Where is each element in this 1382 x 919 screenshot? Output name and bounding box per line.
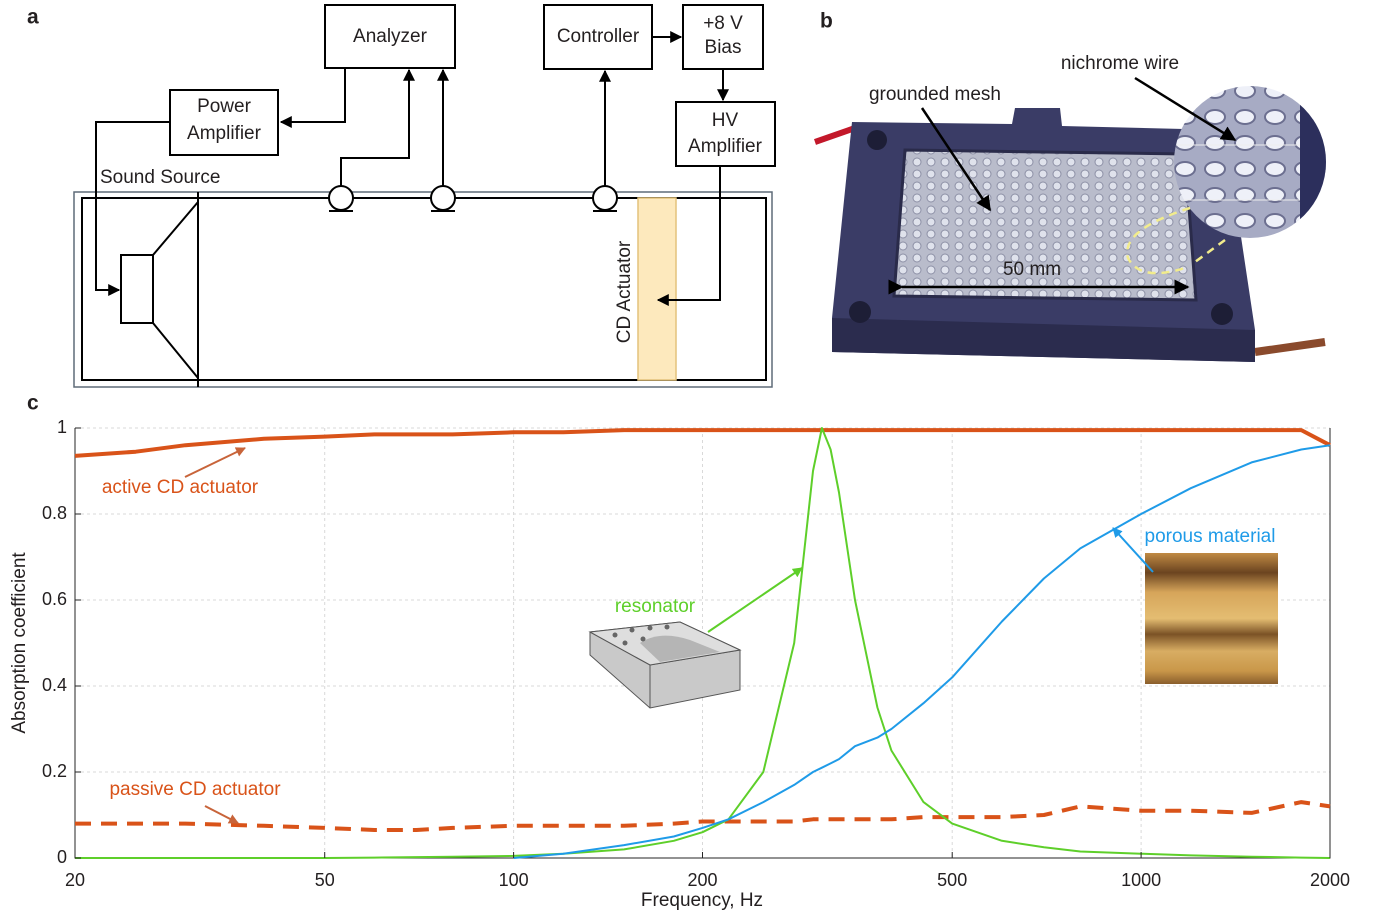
red-wire [814, 125, 856, 145]
size-label: 50 mm [1003, 259, 1061, 280]
sound-source-label: Sound Source [100, 167, 220, 188]
annotation-arrow [184, 447, 246, 478]
actuator [637, 197, 677, 381]
mesh-label: grounded mesh [869, 84, 1001, 105]
screw-hole [867, 130, 887, 150]
y-tick-label: 0.6 [42, 589, 67, 609]
series-label: passive CD actuator [109, 779, 281, 800]
box-label: HV [712, 110, 739, 131]
panel-a: a CD Actuator Sound Source Analyzer Powe… [27, 4, 776, 388]
screw-hole [1211, 303, 1233, 325]
controller-box [543, 4, 653, 70]
panel-label: a [27, 6, 39, 29]
series-label: resonator [615, 596, 696, 617]
porous-image [1145, 553, 1278, 684]
bias-box [682, 4, 764, 70]
series-label: porous material [1145, 526, 1276, 547]
y-tick-label: 0.8 [42, 503, 67, 523]
y-axis-label: Absorption coefficient [9, 552, 30, 734]
series-label: active CD actuator [102, 477, 259, 498]
annotation-arrow [1112, 527, 1154, 573]
x-tick-label: 500 [937, 870, 967, 890]
box-label: Power [197, 96, 252, 117]
x-tick-label: 50 [315, 870, 335, 890]
speaker-cone [152, 201, 199, 379]
panel-label: c [27, 392, 39, 415]
box-label: Amplifier [187, 123, 262, 144]
speaker [120, 254, 154, 324]
box-label: Amplifier [688, 136, 763, 157]
box-label: +8 V [703, 13, 743, 34]
box-label: Bias [705, 37, 742, 58]
panel-c: c Frequency, Hz Absorption coefficient 2… [9, 392, 1350, 911]
analyzer-box [324, 4, 456, 69]
y-tick-label: 0 [57, 847, 67, 867]
power-amplifier-box [169, 89, 279, 156]
wire-label: nichrome wire [1061, 53, 1179, 74]
frame-side [832, 318, 1255, 362]
arrow [1134, 76, 1237, 142]
x-axis-label: Frequency, Hz [641, 890, 763, 911]
x-tick-label: 20 [65, 870, 85, 890]
x-tick-label: 100 [499, 870, 529, 890]
box-label: Analyzer [353, 26, 428, 47]
y-tick-label: 0.4 [42, 675, 67, 695]
series-line [75, 427, 1331, 859]
wires [95, 31, 729, 306]
zoom-outline [1125, 206, 1226, 275]
x-tick-label: 2000 [1310, 870, 1350, 890]
x-tick-label: 200 [687, 870, 717, 890]
tube [81, 197, 767, 381]
y-tick-label: 0.2 [42, 761, 67, 781]
x-tick-label: 1000 [1121, 870, 1161, 890]
y-tick-label: 1 [57, 417, 67, 437]
panel-b: b grounded mesh nichrome wire 50 mm [814, 10, 1326, 362]
series-line [75, 800, 1331, 832]
box-label: Controller [557, 26, 640, 47]
series-line [513, 444, 1331, 859]
brown-wire [1254, 338, 1326, 356]
resonator-image [588, 621, 742, 709]
annotation-arrow [204, 805, 239, 824]
arrow [920, 107, 992, 212]
series-line [74, 428, 1331, 458]
panel-label: b [820, 10, 833, 33]
hv-amplifier-box [675, 101, 776, 167]
screw-hole [849, 301, 871, 323]
annotation-arrow [707, 567, 803, 633]
tube-outline [73, 191, 773, 388]
mesh [892, 148, 1198, 302]
actuator-label: CD Actuator [614, 240, 635, 343]
